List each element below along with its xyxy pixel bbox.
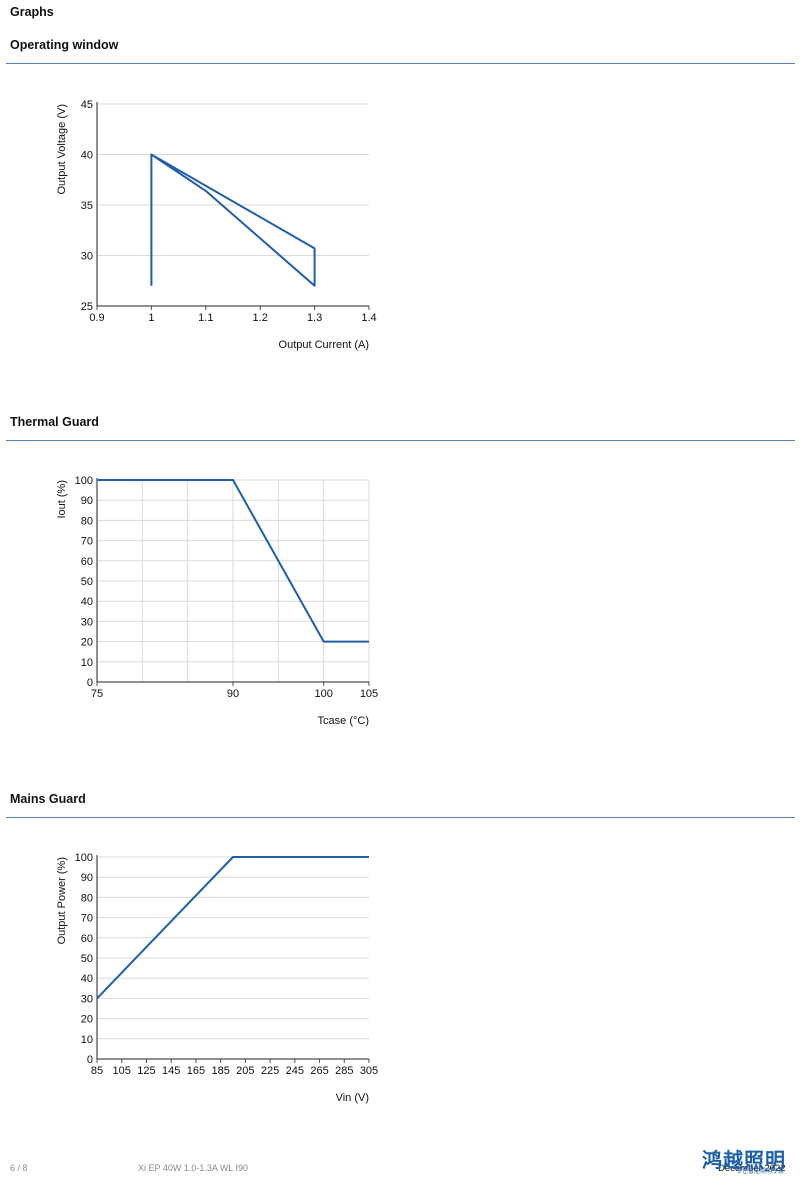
x-tick-label: 265 bbox=[310, 1065, 328, 1077]
section-divider bbox=[6, 817, 795, 818]
y-tick-label: 25 bbox=[81, 301, 93, 313]
y-tick-label: 20 bbox=[81, 637, 93, 649]
chart-svg: 0 10 20 30 40 50 60 70 80 90 100 85 105 125 145 165 185 2… bbox=[56, 852, 378, 1104]
y-tick-label: 100 bbox=[75, 852, 93, 864]
chart-svg: 0 10 20 30 40 50 60 70 80 90 100 75 90 100 105 Tcase (°… bbox=[56, 475, 378, 727]
y-tick-label: 30 bbox=[81, 993, 93, 1005]
mains-guard-chart: 0 10 20 30 40 50 60 70 80 90 100 85 105 125 145 165 185 2… bbox=[40, 843, 400, 1113]
y-axis-label: Output Power (%) bbox=[56, 857, 68, 944]
section-heading-thermal-guard: Thermal Guard bbox=[10, 415, 99, 429]
y-tick-label: 40 bbox=[81, 596, 93, 608]
operating-window-chart: 25 30 35 40 45 0.9 1 1.1 1.2 1.3 1.4 Output Current… bbox=[40, 90, 400, 360]
y-tick-label: 60 bbox=[81, 933, 93, 945]
x-tick-label: 145 bbox=[162, 1065, 180, 1077]
x-tick-label: 305 bbox=[360, 1065, 378, 1077]
y-tick-label: 90 bbox=[81, 872, 93, 884]
thermal-guard-chart: 0 10 20 30 40 50 60 70 80 90 100 75 90 100 105 Tcase (°… bbox=[40, 466, 400, 736]
y-tick-label: 0 bbox=[87, 677, 93, 689]
y-tick-label: 50 bbox=[81, 576, 93, 588]
x-tick-label: 165 bbox=[187, 1065, 205, 1077]
y-tick-label: 80 bbox=[81, 515, 93, 527]
x-tick-label: 105 bbox=[113, 1065, 131, 1077]
y-tick-label: 35 bbox=[81, 200, 93, 212]
series-line bbox=[97, 479, 369, 643]
logo-text: 鸿越照明 bbox=[702, 1148, 786, 1172]
x-tick-label: 125 bbox=[137, 1065, 155, 1077]
x-tick-label: 100 bbox=[314, 688, 332, 700]
x-axis-label: Tcase (°C) bbox=[318, 715, 369, 727]
x-tick-label: 85 bbox=[91, 1065, 103, 1077]
x-tick-label: 0.9 bbox=[89, 312, 104, 324]
brand-logo: 鸿越照明 专注智能照明专家 bbox=[702, 1144, 796, 1178]
x-tick-label: 90 bbox=[227, 688, 239, 700]
page-title: Graphs bbox=[10, 5, 54, 19]
x-tick-label: 75 bbox=[91, 688, 103, 700]
x-axis-label: Vin (V) bbox=[336, 1092, 369, 1104]
y-tick-label: 60 bbox=[81, 556, 93, 568]
y-tick-label: 80 bbox=[81, 892, 93, 904]
x-tick-label: 1 bbox=[148, 312, 154, 324]
section-divider bbox=[6, 63, 795, 64]
product-name: Xi EP 40W 1.0-1.3A WL I90 bbox=[138, 1163, 249, 1173]
y-axis-label: Output Voltage (V) bbox=[56, 104, 68, 195]
y-tick-label: 90 bbox=[81, 495, 93, 507]
series-line bbox=[150, 153, 316, 287]
y-tick-label: 70 bbox=[81, 536, 93, 548]
x-tick-label: 185 bbox=[211, 1065, 229, 1077]
y-tick-label: 70 bbox=[81, 913, 93, 925]
y-tick-label: 45 bbox=[81, 99, 93, 111]
section-divider bbox=[6, 440, 795, 441]
x-tick-label: 225 bbox=[261, 1065, 279, 1077]
y-tick-label: 10 bbox=[81, 1034, 93, 1046]
x-tick-label: 1.2 bbox=[253, 312, 268, 324]
y-tick-label: 40 bbox=[81, 973, 93, 985]
logo-subtext: 专注智能照明专家 bbox=[736, 1168, 785, 1175]
y-tick-label: 30 bbox=[81, 616, 93, 628]
footer-date: December 2022 bbox=[718, 1163, 786, 1174]
x-tick-label: 1.4 bbox=[361, 312, 376, 324]
y-tick-label: 10 bbox=[81, 657, 93, 669]
x-tick-label: 285 bbox=[335, 1065, 353, 1077]
y-tick-label: 50 bbox=[81, 953, 93, 965]
y-tick-label: 30 bbox=[81, 251, 93, 263]
x-tick-label: 1.1 bbox=[198, 312, 213, 324]
page-number: 6 / 8 bbox=[10, 1163, 28, 1173]
x-tick-label: 105 bbox=[360, 688, 378, 700]
chart-svg: 25 30 35 40 45 0.9 1 1.1 1.2 1.3 1.4 Output Current… bbox=[56, 99, 377, 351]
y-tick-label: 20 bbox=[81, 1014, 93, 1026]
x-tick-label: 1.3 bbox=[307, 312, 322, 324]
section-heading-operating-window: Operating window bbox=[10, 38, 119, 52]
y-tick-label: 100 bbox=[75, 475, 93, 487]
section-heading-mains-guard: Mains Guard bbox=[10, 792, 86, 806]
x-axis-label: Output Current (A) bbox=[279, 339, 369, 351]
y-tick-label: 0 bbox=[87, 1054, 93, 1066]
y-tick-label: 40 bbox=[81, 150, 93, 162]
x-tick-label: 245 bbox=[286, 1065, 304, 1077]
series-line bbox=[96, 856, 369, 1000]
y-axis-label: Iout (%) bbox=[56, 480, 68, 519]
x-tick-label: 205 bbox=[236, 1065, 254, 1077]
